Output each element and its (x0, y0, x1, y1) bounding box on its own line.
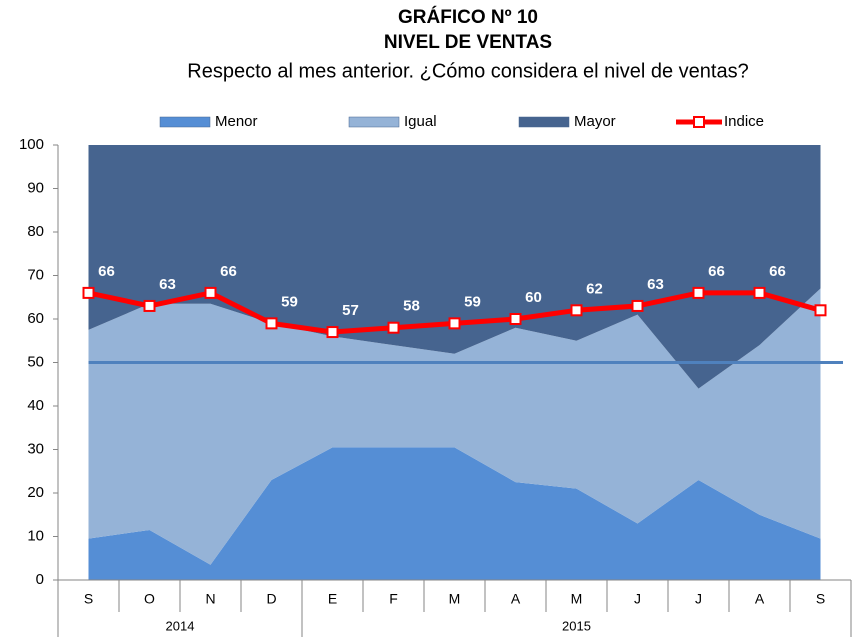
data-label: 62 (586, 280, 603, 297)
x-tick-label: N (205, 591, 215, 607)
data-label: 66 (769, 263, 786, 280)
x-group-label: 2015 (562, 618, 591, 633)
x-tick-label: A (511, 591, 521, 607)
x-tick-label: J (634, 591, 641, 607)
index-marker (509, 313, 522, 325)
area (88, 288, 821, 565)
y-tick-label: 20 (27, 484, 44, 501)
data-label: 63 (647, 276, 664, 293)
index-marker (448, 317, 461, 330)
data-label: 57 (342, 302, 359, 319)
data-label: 60 (525, 289, 542, 306)
y-tick-label: 30 (27, 440, 44, 457)
data-label: 58 (403, 298, 420, 315)
legend-label: Menor (215, 113, 258, 130)
index-marker (814, 304, 827, 317)
legend-swatch (518, 116, 570, 128)
index-marker (570, 304, 583, 317)
x-tick-label: D (266, 591, 276, 607)
y-tick-label: 60 (27, 310, 44, 327)
chart-title: GRÁFICO Nº 10 (398, 6, 538, 28)
data-label: 63 (159, 276, 176, 293)
index-marker (753, 286, 766, 299)
data-label: 66 (98, 263, 115, 280)
chart-question: Respecto al mes anterior. ¿Cómo consider… (187, 60, 748, 82)
legend-swatch (159, 116, 211, 128)
y-tick-label: 90 (27, 179, 44, 196)
index-marker (143, 299, 156, 312)
legend-swatch (348, 116, 400, 128)
index-marker (265, 317, 278, 330)
x-tick-label: E (328, 591, 337, 607)
index-marker (326, 326, 339, 339)
legend-label: Igual (404, 113, 437, 130)
area (88, 447, 821, 580)
index-marker (82, 286, 95, 299)
x-tick-label: S (84, 591, 93, 607)
data-label: 62 (830, 280, 847, 297)
y-tick-label: 50 (27, 353, 44, 370)
y-tick-label: 70 (27, 266, 44, 283)
area (88, 145, 821, 389)
x-group-label: 2014 (166, 618, 195, 633)
chart-subtitle: NIVEL DE VENTAS (384, 32, 552, 53)
index-marker (204, 286, 217, 299)
legend-swatch-marker (693, 116, 705, 128)
x-tick-label: M (449, 591, 461, 607)
x-tick-label: S (816, 591, 825, 607)
legend-label: Indice (724, 113, 764, 130)
data-label: 66 (220, 263, 237, 280)
index-marker (387, 321, 400, 334)
x-tick-label: A (755, 591, 765, 607)
y-tick-label: 10 (27, 527, 44, 544)
legend-label: Mayor (574, 113, 616, 130)
y-tick-label: 100 (19, 136, 44, 153)
data-label: 66 (708, 263, 725, 280)
data-label: 59 (464, 293, 481, 310)
index-marker (692, 286, 705, 299)
y-tick-label: 0 (36, 571, 44, 588)
x-tick-label: M (571, 591, 583, 607)
data-label: 59 (281, 293, 298, 310)
y-tick-label: 80 (27, 223, 44, 240)
x-tick-label: O (144, 591, 155, 607)
x-tick-label: F (389, 591, 398, 607)
index-marker (631, 299, 644, 312)
y-tick-label: 40 (27, 397, 44, 414)
x-tick-label: J (695, 591, 702, 607)
